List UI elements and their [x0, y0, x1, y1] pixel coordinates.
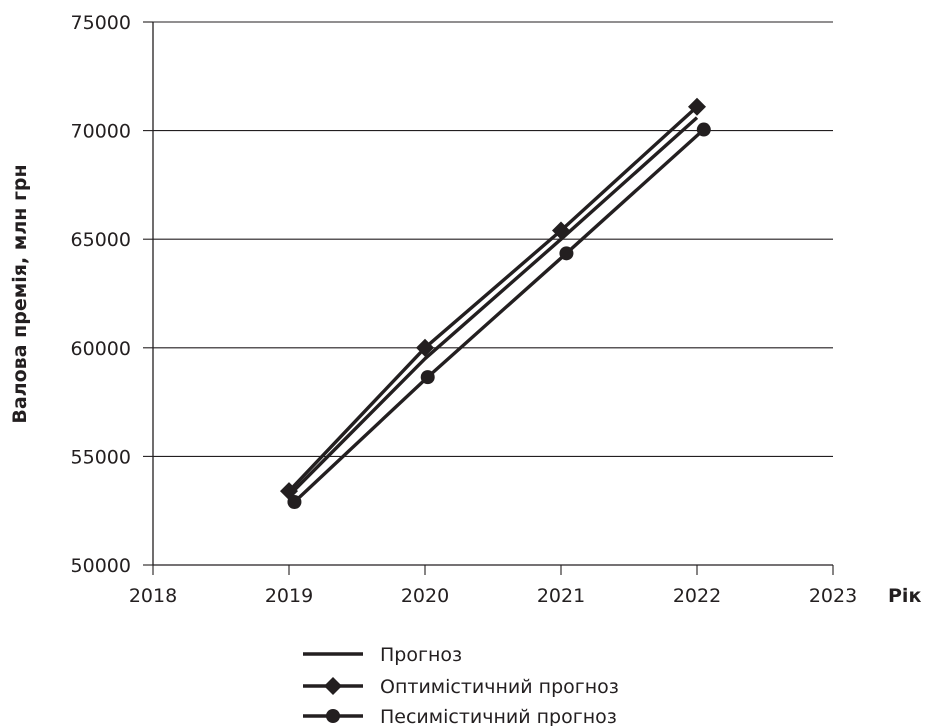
gridlines — [153, 21, 833, 457]
x-tick-label: 2021 — [537, 585, 585, 607]
legend-item-forecast: Прогноз — [303, 644, 462, 666]
x-tick-label: 2019 — [265, 585, 313, 607]
data-point-optimistic — [416, 338, 434, 357]
data-point-pessimistic — [287, 495, 302, 510]
y-tick-label: 70000 — [71, 121, 131, 143]
data-point-optimistic — [552, 221, 570, 240]
legend: Прогноз Оптимістичний прогноз Песимістич… — [303, 644, 619, 726]
data-point-pessimistic — [696, 122, 711, 137]
series-line-optimistic — [287, 105, 699, 493]
y-tick-label: 55000 — [71, 446, 131, 468]
legend-diamond-marker — [324, 677, 342, 695]
x-tick-label: 2022 — [673, 585, 721, 607]
series-line-pessimistic — [293, 128, 705, 504]
data-point-pessimistic — [559, 246, 574, 261]
x-axis-title: Рік — [888, 585, 921, 607]
axes — [152, 22, 833, 566]
y-axis-ticks: 50000 55000 60000 65000 70000 75000 — [71, 12, 153, 577]
y-tick-label: 50000 — [71, 555, 131, 577]
legend-circle-marker — [326, 709, 340, 723]
data-point-optimistic — [688, 97, 706, 116]
legend-label-pessimistic: Песимістичний прогноз — [380, 706, 617, 726]
legend-label-forecast: Прогноз — [380, 644, 462, 666]
legend-item-pessimistic: Песимістичний прогноз — [303, 706, 617, 726]
x-axis-ticks: 2018 2019 2020 2021 2022 2023 — [129, 565, 857, 607]
legend-item-optimistic: Оптимістичний прогноз — [303, 676, 619, 698]
series-layer — [280, 97, 711, 510]
data-point-pessimistic — [420, 370, 435, 385]
y-tick-label: 65000 — [71, 229, 131, 251]
legend-label-optimistic: Оптимістичний прогноз — [380, 676, 619, 698]
x-tick-label: 2020 — [401, 585, 449, 607]
y-axis-title: Валова премія, млн грн — [9, 164, 31, 423]
y-tick-label: 75000 — [71, 12, 131, 34]
series-line-forecast — [287, 116, 699, 497]
x-tick-label: 2018 — [129, 585, 177, 607]
y-tick-label: 60000 — [71, 338, 131, 360]
x-tick-label: 2023 — [809, 585, 857, 607]
